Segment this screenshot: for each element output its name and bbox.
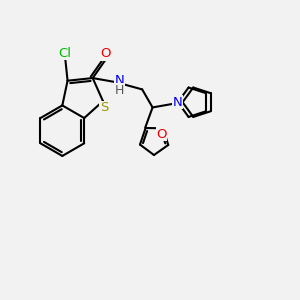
Text: O: O [156,128,167,141]
Text: O: O [100,47,111,61]
Text: H: H [115,84,124,97]
Text: N: N [115,74,124,87]
Text: Cl: Cl [59,47,72,60]
Text: S: S [100,101,108,114]
Text: N: N [172,96,182,109]
